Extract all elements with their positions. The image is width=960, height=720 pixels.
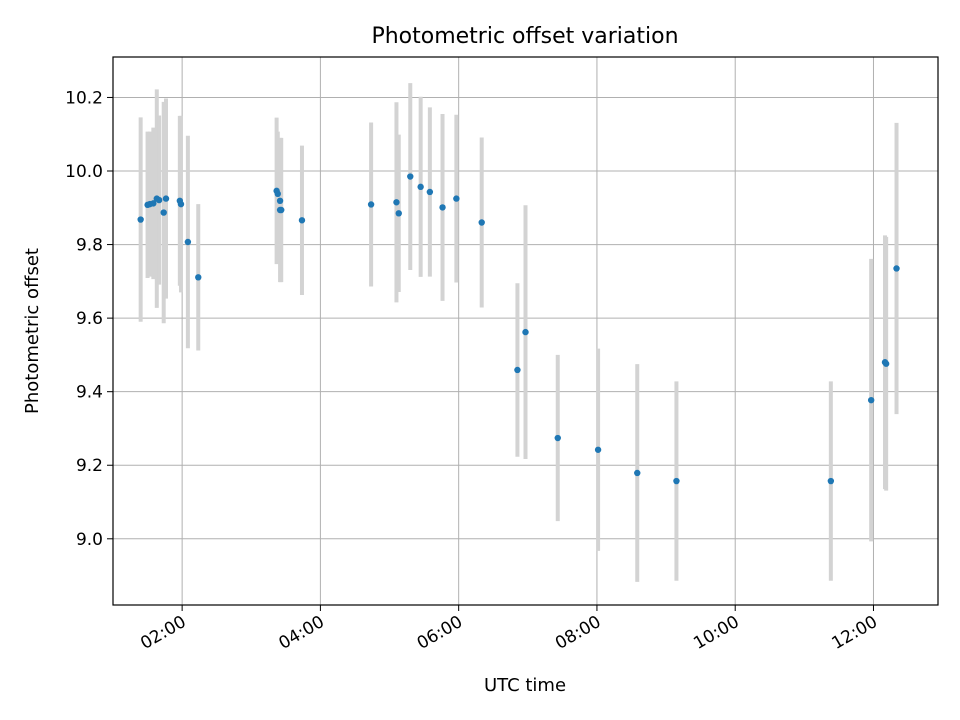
- chart-title: Photometric offset variation: [371, 24, 678, 49]
- x-tick-label: 04:00: [275, 612, 327, 654]
- data-point: [395, 210, 402, 217]
- data-point: [367, 201, 375, 208]
- data-point: [893, 265, 900, 272]
- error-bars: [138, 83, 899, 582]
- data-point: [426, 188, 434, 196]
- data-point: [298, 217, 306, 224]
- y-tick-label: 9.8: [76, 236, 103, 256]
- data-point: [417, 183, 424, 191]
- y-axis-label: Photometric offset: [22, 248, 43, 414]
- y-tick-label: 9.2: [76, 456, 103, 476]
- data-points: [137, 173, 900, 485]
- data-point: [522, 328, 529, 336]
- data-point: [594, 446, 602, 453]
- x-tick-label: 02:00: [137, 612, 189, 654]
- y-tick-label: 10.0: [65, 162, 103, 182]
- y-tick-label: 9.6: [76, 309, 103, 329]
- data-point: [439, 204, 446, 211]
- data-point: [155, 196, 163, 204]
- x-tick-label: 08:00: [552, 612, 604, 654]
- x-tick-label: 10:00: [690, 612, 742, 654]
- data-point: [827, 477, 835, 485]
- data-point: [276, 197, 284, 205]
- data-point: [137, 216, 144, 223]
- data-point: [162, 195, 170, 202]
- data-point: [195, 274, 202, 281]
- x-tick-label: 06:00: [414, 612, 466, 654]
- y-tick-label: 9.4: [76, 383, 103, 403]
- data-point: [634, 469, 641, 477]
- data-point: [274, 190, 281, 198]
- data-point: [882, 360, 890, 367]
- data-point: [150, 200, 157, 207]
- y-tick-label: 9.0: [76, 530, 103, 550]
- x-axis-label: UTC time: [484, 675, 566, 696]
- data-point: [453, 195, 460, 202]
- y-tick-label: 10.2: [65, 88, 103, 108]
- data-point: [554, 434, 561, 442]
- data-point: [184, 238, 192, 246]
- x-tick-label: 12:00: [829, 612, 881, 654]
- data-point: [278, 206, 285, 214]
- data-point: [514, 366, 521, 374]
- data-point: [478, 219, 485, 226]
- data-point: [867, 396, 875, 404]
- data-point: [177, 200, 185, 208]
- data-point: [393, 199, 400, 206]
- plot-frame: [112, 56, 939, 606]
- data-point: [160, 209, 167, 216]
- data-point: [673, 477, 680, 485]
- data-point: [407, 173, 414, 180]
